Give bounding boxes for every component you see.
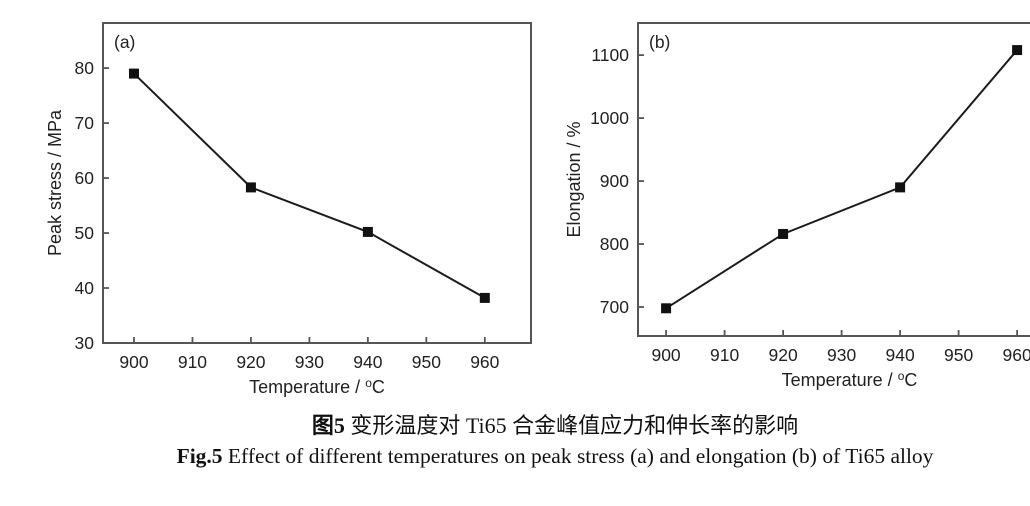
- x-tick-label: 940: [886, 345, 915, 365]
- data-point: [245, 182, 256, 193]
- y-axis-title: Elongation / %: [564, 121, 584, 237]
- plot-frame: [102, 22, 532, 344]
- y-tick-label: 30: [75, 333, 95, 353]
- x-tick-label: 910: [178, 352, 207, 372]
- y-tick-label: 60: [75, 168, 95, 188]
- y-tick-label: 40: [75, 278, 95, 298]
- x-tick-label: 920: [236, 352, 265, 372]
- data-point: [128, 68, 139, 79]
- y-tick-label: 80: [75, 58, 95, 78]
- chart-panel-a: 900 910 920 930 940 950 960 30 40 50 60 70 80 (a) Temp…: [45, 22, 532, 397]
- x-tick-label: 930: [827, 345, 856, 365]
- caption-english: Fig.5 Effect of different temperatures o…: [40, 441, 1030, 472]
- data-point: [661, 303, 672, 314]
- y-tick-label: 1100: [591, 45, 629, 65]
- x-axis-title: Temperature / oC: [249, 376, 385, 397]
- x-axis-title: Temperature / oC: [782, 369, 918, 390]
- caption-chinese: 图5 变形温度对 Ti65 合金峰值应力和伸长率的影响: [40, 410, 1030, 441]
- data-point: [778, 228, 789, 239]
- x-tick-label: 900: [119, 352, 148, 372]
- caption-zh-number: 图5: [311, 413, 345, 438]
- x-tick-label: 950: [944, 345, 973, 365]
- data-point: [895, 182, 906, 193]
- y-tick-label: 800: [600, 234, 629, 254]
- chart-row: 900 910 920 930 940 950 960 30 40 50 60 70 80 (a) Temp…: [40, 16, 1030, 406]
- y-tick-label: 50: [75, 223, 95, 243]
- x-tick-label: 930: [295, 352, 324, 372]
- chart-panel-b: 900 910 920 930 940 950 960 700 800 900 1000 1100 (b…: [564, 22, 1030, 390]
- x-tick-label: 940: [353, 352, 382, 372]
- y-tick-label: 1000: [590, 108, 629, 128]
- data-point: [1012, 45, 1023, 56]
- figure-caption: 图5 变形温度对 Ti65 合金峰值应力和伸长率的影响 Fig.5 Effect…: [40, 410, 1030, 472]
- x-tick-label: 960: [470, 352, 499, 372]
- x-tick-label: 950: [412, 352, 441, 372]
- y-tick-label: 900: [600, 171, 629, 191]
- x-tick-label: 960: [1003, 345, 1030, 365]
- data-point: [362, 226, 373, 237]
- caption-en-text: Effect of different temperatures on peak…: [222, 444, 934, 468]
- caption-zh-text: 变形温度对 Ti65 合金峰值应力和伸长率的影响: [344, 413, 799, 438]
- y-axis-title: Peak stress / MPa: [45, 109, 65, 256]
- plot-frame: [637, 22, 1030, 337]
- caption-en-number: Fig.5: [176, 444, 223, 468]
- panel-letter: (a): [114, 32, 135, 52]
- y-tick-label: 700: [600, 297, 629, 317]
- panel-letter: (b): [649, 32, 670, 52]
- data-point: [479, 292, 490, 303]
- data-line: [665, 49, 1018, 310]
- y-tick-label: 70: [75, 113, 95, 133]
- data-line: [133, 72, 486, 299]
- figure-5: 900 910 920 930 940 950 960 30 40 50 60 70 80 (a) Temp…: [40, 16, 1030, 490]
- x-tick-label: 900: [651, 345, 680, 365]
- x-tick-label: 920: [768, 345, 797, 365]
- x-tick-label: 910: [710, 345, 739, 365]
